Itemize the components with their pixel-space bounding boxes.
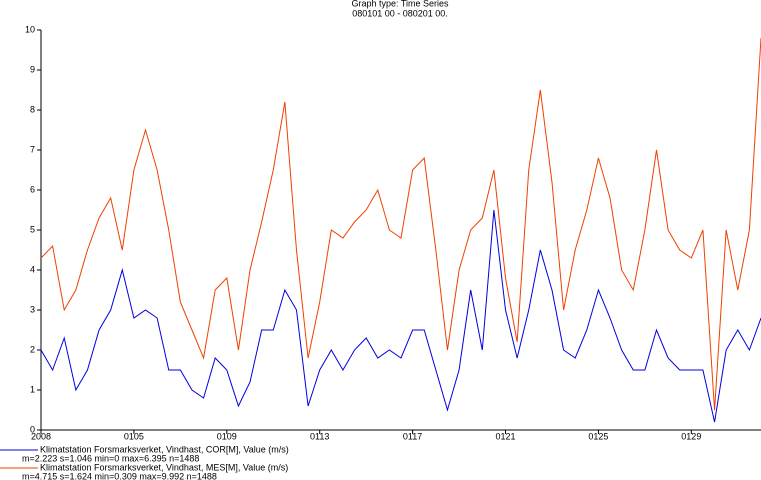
- y-tick-label: 3: [30, 304, 35, 314]
- y-tick-label: 7: [30, 144, 35, 154]
- legend-label: Klimatstation Forsmarksverket, Vindhast,…: [40, 462, 288, 472]
- y-tick-label: 4: [30, 264, 35, 274]
- series-line: [40, 209, 761, 423]
- y-tick-label: 1: [30, 384, 35, 394]
- y-tick-label: 0: [30, 424, 35, 434]
- chart-title: Graph type: Time Series: [351, 0, 449, 8]
- legend-stats: m=2.223 s=1.046 min=0 max=6.395 n=1488: [22, 453, 199, 463]
- x-tick-label: 0105: [124, 431, 144, 441]
- y-tick-label: 9: [30, 64, 35, 74]
- y-tick-label: 2: [30, 344, 35, 354]
- chart-subtitle: 080101 00 - 080201 00.: [352, 8, 448, 18]
- x-tick-label: 0109: [217, 431, 237, 441]
- x-tick-label: 0117: [403, 431, 422, 441]
- y-tick-label: 8: [30, 104, 35, 114]
- legend-label: Klimatstation Forsmarksverket, Vindhast,…: [40, 444, 289, 454]
- x-tick-label: 0125: [588, 431, 608, 441]
- series-line: [40, 37, 761, 411]
- legend-stats: m=4.715 s=1.624 min=0.309 max=9.992 n=14…: [22, 471, 217, 480]
- y-tick-label: 5: [30, 224, 35, 234]
- y-tick-label: 6: [30, 184, 35, 194]
- y-tick-label: 10: [25, 24, 35, 34]
- x-tick-label: 0113: [310, 431, 329, 441]
- x-tick-label: 2008: [31, 431, 51, 441]
- x-tick-label: 0121: [496, 431, 516, 441]
- x-tick-label: 0129: [681, 431, 701, 441]
